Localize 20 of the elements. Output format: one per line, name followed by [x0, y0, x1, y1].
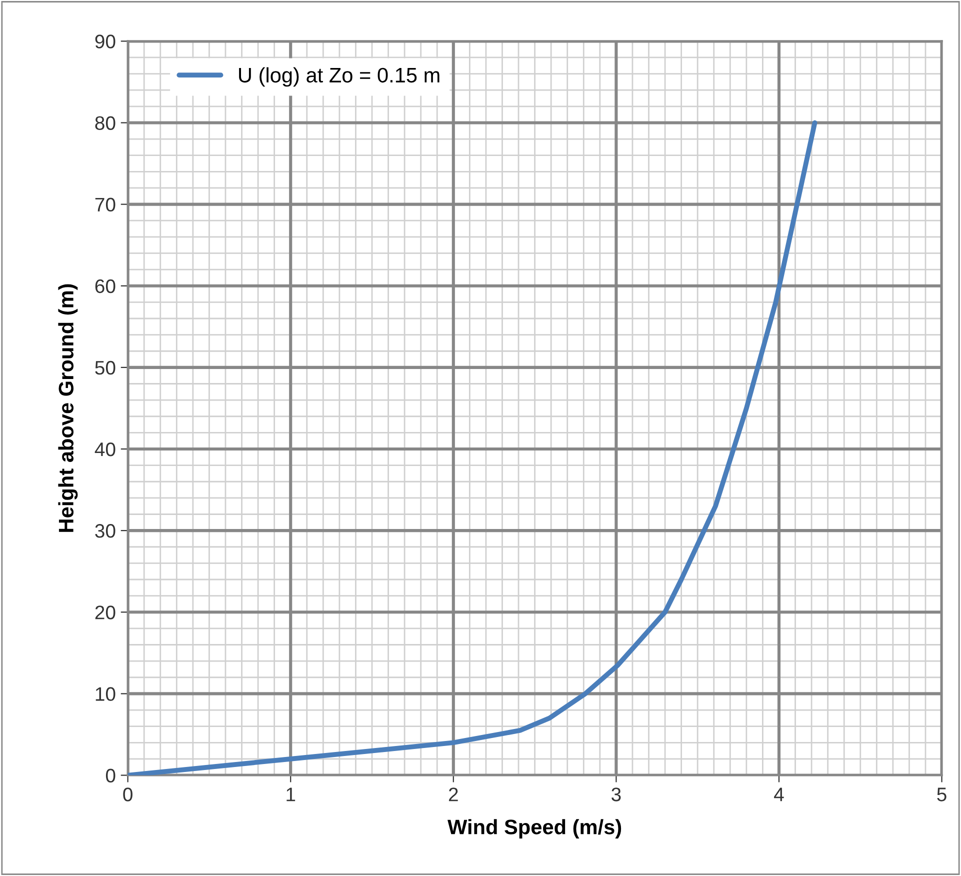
y-tick-label: 50 [95, 360, 116, 375]
y-tick-label: 10 [96, 687, 116, 701]
y-tick-label: 70 [95, 198, 116, 212]
x-tick-label: 0 [123, 788, 132, 802]
x-tick-label: 4 [774, 788, 784, 802]
x-tick-label: 2 [448, 788, 458, 802]
y-tick-label: 80 [95, 116, 116, 130]
y-tick-label: 60 [95, 279, 116, 294]
y-tick-label: 90 [95, 34, 116, 48]
x-tick-label: 3 [612, 788, 621, 802]
legend-label: U (log) at Zo = 0.15 m [239, 67, 440, 87]
y-tick-label: 0 [106, 768, 116, 782]
x-axis-title: Wind Speed (m/s) [448, 819, 622, 838]
y-tick-label: 30 [95, 524, 116, 538]
x-tick-label: 5 [937, 788, 946, 802]
line-series [128, 120, 818, 776]
y-tick-label: 40 [94, 442, 116, 456]
y-axis-title: Height above Ground (m) [58, 284, 78, 532]
y-tick-label: 20 [95, 606, 116, 620]
x-tick-label: 1 [286, 788, 296, 802]
